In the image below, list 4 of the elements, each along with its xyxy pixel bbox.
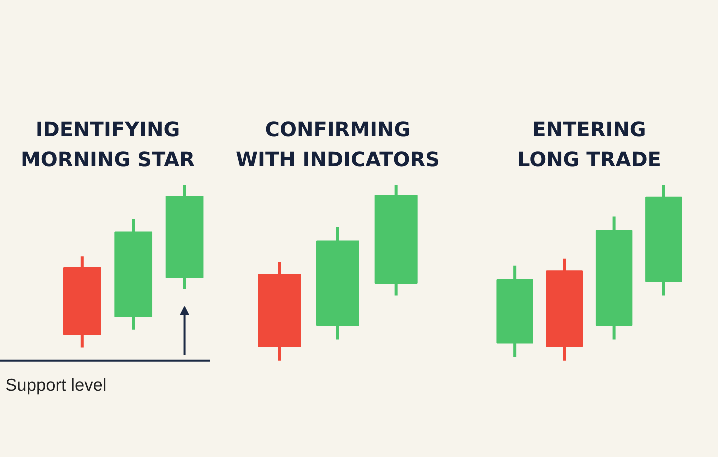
- chart-title: IDENTIFYING MORNING STAR: [21, 118, 195, 172]
- chart-title: ENTERING LONG TRADE: [518, 118, 662, 172]
- ref-line-label: Support level: [6, 374, 107, 395]
- chart-title: CONFIRMING WITH INDICATORS: [236, 118, 440, 172]
